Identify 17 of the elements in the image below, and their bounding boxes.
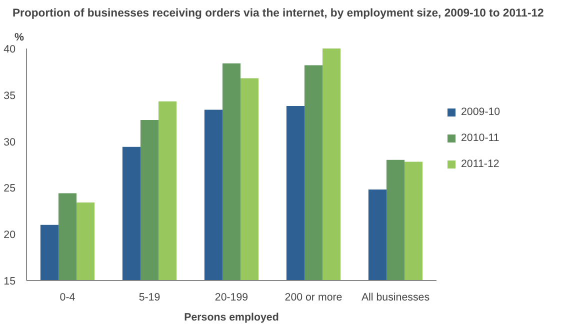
y-tick-label: 30 xyxy=(4,136,16,148)
y-axis-title: % xyxy=(14,32,24,44)
legend-label: 2011-12 xyxy=(461,158,500,170)
legend-label: 2009-10 xyxy=(461,106,500,118)
legend-label: 2010-11 xyxy=(461,132,500,144)
x-axis-title: Persons employed xyxy=(184,312,279,324)
chart-title: Proportion of businesses receiving orders via the internet, by employment size, 2009-10 to 2011-12 xyxy=(12,8,544,20)
y-tick-label: 15 xyxy=(4,276,16,288)
y-tick-label: 35 xyxy=(4,90,16,102)
y-tick-label: 25 xyxy=(4,182,16,195)
y-tick-label: 20 xyxy=(4,229,16,242)
x-tick-label: 200 or more xyxy=(284,292,342,304)
x-tick-label: 20-199 xyxy=(214,292,248,304)
x-tick-label: 0-4 xyxy=(60,292,76,304)
x-tick-label: All businesses xyxy=(361,292,430,304)
y-tick-label: 40 xyxy=(4,44,16,56)
x-tick-label: 5-19 xyxy=(138,292,160,304)
